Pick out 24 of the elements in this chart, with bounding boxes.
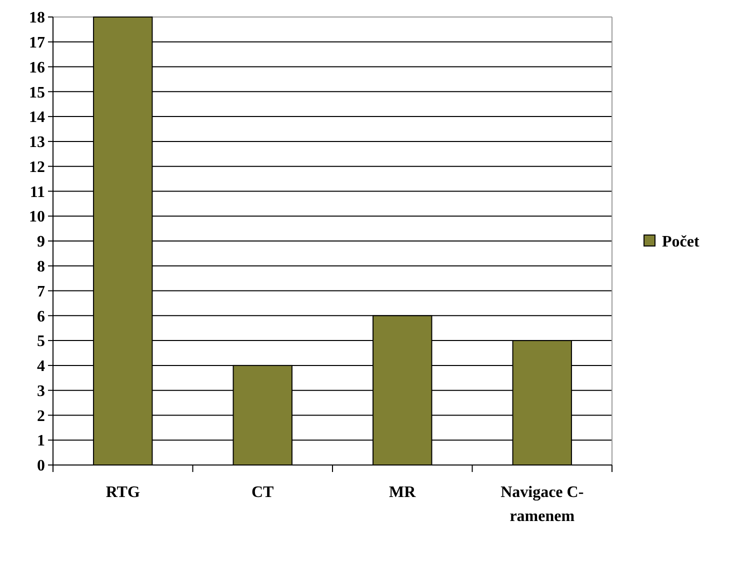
x-tick-label: RTG <box>106 484 140 501</box>
y-tick-label: 5 <box>37 333 45 350</box>
y-tick-label: 16 <box>29 59 45 76</box>
y-tick-label: 4 <box>37 358 45 376</box>
y-tick-label: 14 <box>29 109 45 126</box>
y-tick-label: 3 <box>37 382 45 400</box>
y-tick-label: 1 <box>37 432 45 450</box>
y-tick-label: 13 <box>29 134 45 152</box>
x-tick-label: CT <box>252 484 274 501</box>
y-tick-label: 0 <box>37 458 45 475</box>
y-tick-label: 12 <box>29 158 45 176</box>
y-tick-label: 8 <box>37 258 45 276</box>
x-tick-label: Navigace C-ramenem <box>500 484 584 525</box>
y-tick-label: 18 <box>29 10 45 27</box>
y-tick-label: 9 <box>37 234 45 251</box>
x-tick-label: MR <box>389 484 416 501</box>
y-tick-label: 7 <box>37 283 45 300</box>
y-tick-label: 17 <box>29 34 45 52</box>
y-tick-label: 15 <box>29 84 45 102</box>
legend-label: Počet <box>662 234 700 251</box>
y-tick-label: 2 <box>37 408 45 425</box>
y-tick-label: 10 <box>29 208 45 226</box>
y-tick-label: 11 <box>30 184 45 201</box>
y-tick-label: 6 <box>37 308 45 326</box>
